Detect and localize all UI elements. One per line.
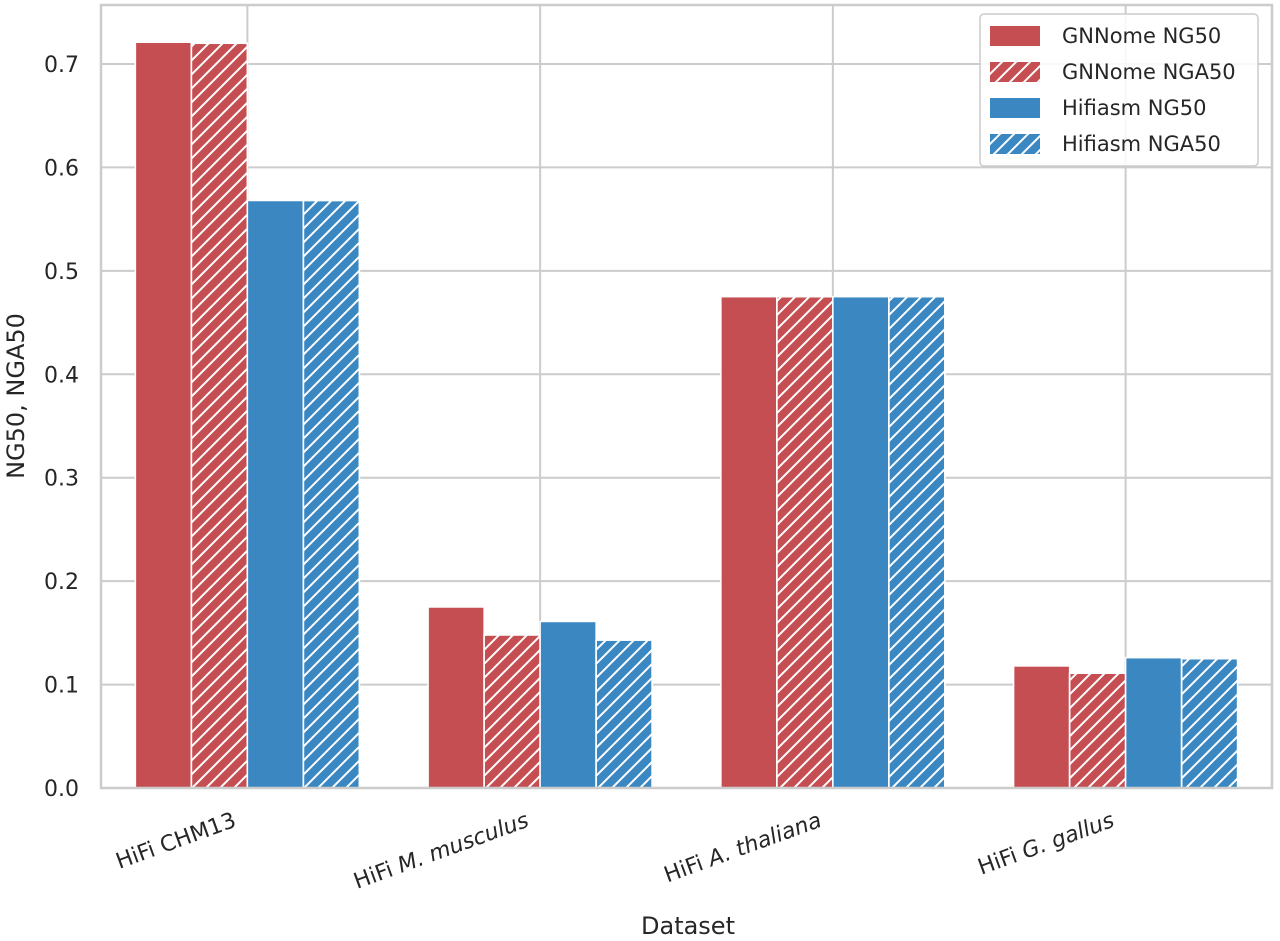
x-tick-label-plain: HiFi	[351, 855, 404, 895]
bar-hatch	[1180, 657, 1239, 789]
bar-fill	[720, 295, 778, 789]
bar	[720, 295, 778, 789]
bar	[888, 295, 946, 789]
bar	[302, 199, 361, 789]
bar	[595, 639, 653, 789]
legend-swatch-hatch	[990, 134, 1040, 154]
y-axis-title: NG50, NGA50	[2, 313, 30, 479]
legend-swatch	[990, 98, 1040, 118]
bar	[1180, 657, 1239, 789]
bar	[1012, 665, 1071, 789]
bar-hatch	[1068, 672, 1127, 789]
x-tick-label-plain: HiFi CHM13	[113, 808, 240, 874]
x-tick-label: HiFi M. musculus	[351, 808, 533, 894]
x-tick-label-plain: HiFi	[661, 849, 714, 889]
bar-hatch	[190, 42, 249, 789]
y-tick-label: 0.4	[44, 363, 79, 388]
y-tick-label: 0.2	[44, 570, 79, 595]
bar-fill	[539, 620, 597, 789]
legend-item: Hifiasm NGA50	[990, 132, 1221, 156]
x-tick-label-italic: M. musculus	[395, 808, 533, 878]
y-tick-label: 0.6	[44, 156, 79, 181]
bar	[832, 295, 890, 789]
x-tick-label-italic: A. thaliana	[703, 808, 825, 873]
legend-item: Hifiasm NG50	[990, 96, 1207, 120]
x-tick-label-plain: HiFi	[975, 841, 1028, 881]
y-tick-label: 0.0	[44, 777, 79, 802]
bar-fill	[246, 199, 305, 789]
bar-hatch	[888, 295, 946, 789]
y-tick-label: 0.5	[44, 260, 79, 285]
legend-label: Hifiasm NGA50	[1062, 132, 1221, 156]
legend-item: GNNome NG50	[990, 24, 1221, 48]
bar	[483, 634, 541, 789]
bar-hatch	[595, 639, 653, 789]
bar-fill	[427, 606, 485, 789]
bar-fill	[1124, 656, 1183, 789]
bar-hatch	[483, 634, 541, 789]
bar-fill	[832, 295, 890, 789]
y-tick-label: 0.1	[44, 674, 79, 699]
x-tick-label-italic: G. gallus	[1019, 808, 1118, 864]
x-axis-title: Dataset	[641, 912, 735, 940]
bar	[427, 606, 485, 789]
bar-fill	[1012, 665, 1071, 789]
bar	[190, 42, 249, 789]
legend: GNNome NG50 GNNome NGA50 Hifiasm NG50 Hifia…	[979, 13, 1259, 167]
bar-fill	[134, 41, 193, 789]
bar	[776, 295, 834, 789]
y-tick-label: 0.3	[44, 467, 79, 492]
bar	[1068, 672, 1127, 789]
bar	[134, 41, 193, 789]
y-tick-labels: 0.0 0.1 0.2 0.3 0.4 0.5 0.6 0.7	[44, 53, 79, 802]
legend-label: Hifiasm NG50	[1062, 96, 1207, 120]
bar-hatch	[302, 199, 361, 789]
x-tick-label: HiFi A. thaliana	[661, 808, 825, 888]
legend-box	[979, 13, 1259, 167]
y-tick-label: 0.7	[44, 53, 79, 78]
bars	[134, 41, 1239, 789]
legend-item: GNNome NGA50	[990, 60, 1236, 84]
legend-label: GNNome NG50	[1062, 24, 1221, 48]
legend-label: GNNome NGA50	[1062, 60, 1236, 84]
legend-swatch	[990, 26, 1040, 46]
x-tick-label: HiFi CHM13	[113, 808, 240, 874]
x-tick-label: HiFi G. gallus	[975, 808, 1118, 880]
legend-swatch-hatch	[990, 62, 1040, 82]
plot-frame	[99, 3, 1274, 790]
bar	[246, 199, 305, 789]
bar	[539, 620, 597, 789]
bar	[1124, 656, 1183, 789]
bar-hatch	[776, 295, 834, 789]
